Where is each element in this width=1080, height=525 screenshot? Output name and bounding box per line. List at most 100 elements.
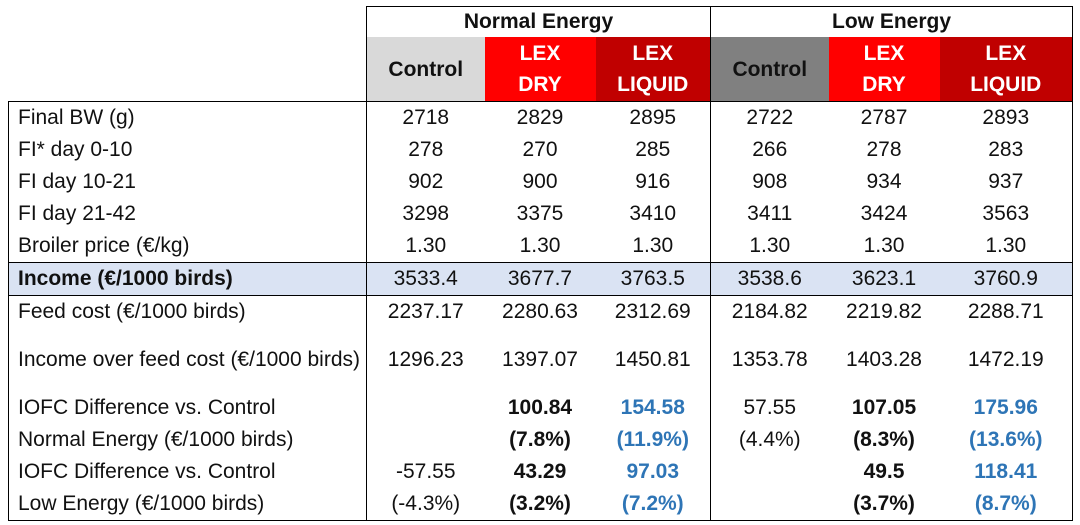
- table-row: FI day 10-21 902 900 916 908 934 937: [8, 166, 1074, 198]
- table-cell: (3.7%): [828, 488, 940, 521]
- group-header-row: Normal Energy Low Energy: [9, 6, 1074, 37]
- table-cell: 278: [366, 134, 485, 166]
- table-cell: 937: [939, 166, 1074, 198]
- table-cell: 3563: [939, 198, 1074, 230]
- table-cell: 3677.7: [484, 262, 596, 296]
- table-cell: 1.30: [863, 234, 905, 257]
- table-cell: 2288.71: [939, 295, 1074, 328]
- table-cell: 934: [866, 170, 902, 193]
- row-label: Normal Energy (€/1000 birds): [8, 424, 367, 456]
- table-cell: 1353.78: [731, 348, 808, 371]
- table-cell: 3424: [860, 202, 908, 225]
- table-row: IOFC Difference vs. Control -57.55 43.29…: [8, 456, 1074, 488]
- table-cell: 118.41: [939, 456, 1074, 488]
- table-cell: 1.30: [749, 234, 791, 257]
- table-cell: [366, 424, 485, 456]
- comparison-table: Normal Energy Low Energy Control LEX DRY …: [8, 6, 1074, 521]
- table-cell: 1.30: [366, 230, 485, 263]
- table-row: Broiler price (€/kg) 1.30 1.30 1.30 1.30…: [8, 230, 1074, 263]
- table-cell: 283: [939, 134, 1074, 166]
- table-cell: 902: [366, 166, 485, 198]
- table-cell: 3411: [747, 202, 793, 225]
- table-cell: 270: [522, 138, 558, 161]
- group-low-energy: Low Energy: [710, 6, 1074, 37]
- table-cell: 2787: [828, 101, 940, 134]
- table-cell: 2312.69: [595, 295, 712, 328]
- table-cell: 3410: [595, 198, 712, 230]
- table-cell: -57.55: [366, 456, 485, 488]
- table-row: IOFC Difference vs. Control 100.84 154.5…: [8, 392, 1074, 424]
- table-cell: (7.2%): [595, 488, 712, 521]
- table-row: Low Energy (€/1000 birds) (-4.3%) (3.2%)…: [8, 488, 1074, 521]
- table-cell: 1403.28: [846, 348, 922, 371]
- table-cell: 3375: [516, 202, 564, 225]
- table-cell: 2280.63: [502, 300, 578, 323]
- table-cell: 1.30: [595, 230, 712, 263]
- group-normal-energy: Normal Energy: [365, 6, 712, 37]
- table-cell: 3763.5: [595, 262, 712, 296]
- table-cell: (4.4%): [738, 428, 801, 451]
- table-cell: [710, 488, 829, 521]
- table-cell: 2184.82: [731, 300, 808, 323]
- table-cell: 3623.1: [828, 262, 940, 296]
- table-cell: 3298: [366, 198, 485, 230]
- table-cell: (8.7%): [939, 488, 1074, 521]
- table-cell: 266: [752, 138, 788, 161]
- col-control-normal: Control: [366, 37, 485, 102]
- table-cell: 175.96: [939, 392, 1074, 424]
- table-cell: 3538.6: [710, 262, 829, 296]
- col-lex-dry-low: LEX DRY: [828, 37, 940, 102]
- table-cell: 1296.23: [366, 328, 485, 392]
- table-cell: 2722: [710, 101, 829, 134]
- row-label: IOFC Difference vs. Control: [8, 456, 367, 488]
- table-cell: (13.6%): [939, 424, 1074, 456]
- table-cell: 278: [866, 138, 902, 161]
- table-cell: 916: [595, 166, 712, 198]
- table-cell: 285: [595, 134, 712, 166]
- table-cell: 107.05: [851, 396, 917, 419]
- row-label: FI day 10-21: [8, 166, 367, 198]
- table-cell: 43.29: [513, 460, 567, 483]
- table-cell: 1.30: [519, 234, 561, 257]
- table-cell: 2219.82: [846, 300, 922, 323]
- column-header-row: Control LEX DRY LEX LIQUID Control LEX DRY …: [9, 37, 1074, 102]
- table-cell: (8.3%): [853, 428, 915, 451]
- table-cell: (11.9%): [595, 424, 712, 456]
- row-label: FI day 21-42: [8, 198, 367, 230]
- table-row: Final BW (g) 2718 2829 2895 2722 2787 28…: [8, 101, 1074, 134]
- row-label: Feed cost (€/1000 birds): [8, 295, 367, 328]
- col-lex-liquid-low: LEX LIQUID: [939, 37, 1074, 102]
- table-cell: 2237.17: [366, 295, 485, 328]
- col-control-low: Control: [710, 37, 829, 102]
- table-row: Income over feed cost (€/1000 birds) 129…: [8, 328, 1074, 392]
- table-cell: 2718: [366, 101, 485, 134]
- col-lex-dry-normal: LEX DRY: [484, 37, 596, 102]
- table-cell: 908: [752, 170, 788, 193]
- row-label: FI* day 0-10: [8, 134, 367, 166]
- table-cell: 2829: [484, 101, 596, 134]
- row-label: Final BW (g): [8, 101, 367, 134]
- table-cell: 1397.07: [502, 348, 578, 371]
- table-cell: (3.2%): [484, 488, 596, 521]
- table-cell: 3533.4: [366, 262, 485, 296]
- table-cell: 100.84: [507, 396, 573, 419]
- table-cell: (7.8%): [509, 428, 571, 451]
- table-row: FI day 21-42 3298 3375 3410 3411 3424 35…: [8, 198, 1074, 230]
- table-row: Feed cost (€/1000 birds) 2237.17 2280.63…: [8, 295, 1074, 328]
- row-label: Income (€/1000 birds): [8, 262, 367, 296]
- col-lex-liquid-normal: LEX LIQUID: [595, 37, 712, 102]
- table-cell: 1472.19: [939, 328, 1074, 392]
- income-row: Income (€/1000 birds) 3533.4 3677.7 3763…: [8, 262, 1074, 296]
- row-label: Low Energy (€/1000 birds): [8, 488, 367, 521]
- table-cell: 154.58: [595, 392, 712, 424]
- table-cell: 1450.81: [595, 328, 712, 392]
- table-cell: 2893: [939, 101, 1074, 134]
- table-cell: 1.30: [939, 230, 1074, 263]
- table-cell: 2895: [595, 101, 712, 134]
- row-label: IOFC Difference vs. Control: [8, 392, 367, 424]
- table-cell: 97.03: [595, 456, 712, 488]
- table-cell: 900: [522, 170, 558, 193]
- table-row: FI* day 0-10 278 270 285 266 278 283: [8, 134, 1074, 166]
- table-cell: [366, 392, 485, 424]
- table-cell: (-4.3%): [366, 488, 485, 521]
